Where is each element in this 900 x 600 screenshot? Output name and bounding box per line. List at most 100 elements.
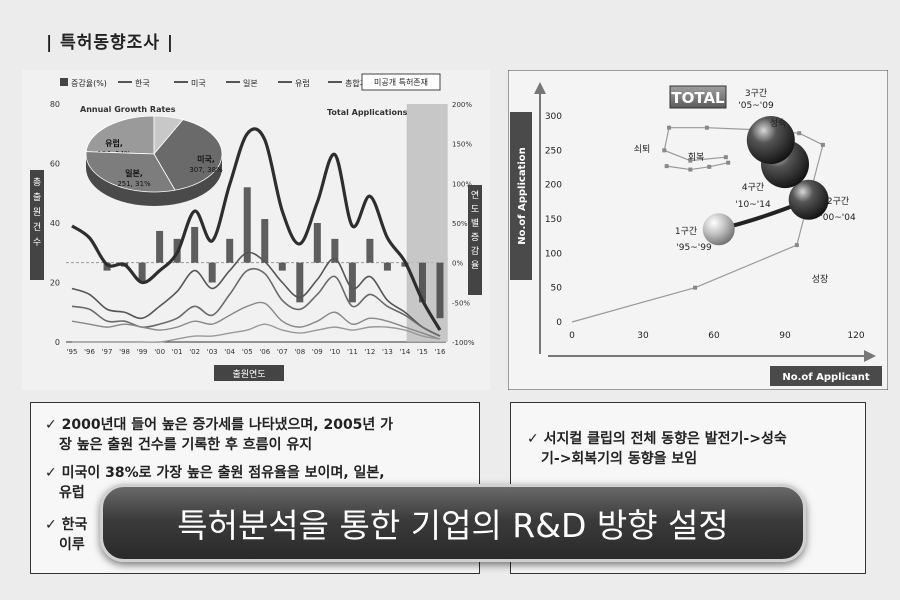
y-axis-arrowhead [534,82,546,94]
y-tick-label: 300 [545,112,562,122]
growth-bar [261,219,269,263]
series-line-2 [71,251,441,337]
x-axis-label: 출원연도 [232,369,265,380]
y-tick-label: 0 [556,318,562,328]
stage-label: 쇠퇴 [634,144,651,155]
y-tick-label: 200 [545,181,562,191]
growth-bar [296,262,304,303]
x-tick-label: '00 [154,348,165,356]
legend-label: 한국 [135,79,150,88]
section-header: | 특허동향조사 | [46,33,175,53]
lifecycle-point [723,155,728,160]
growth-bar [191,226,199,263]
stage-label: 3구간 [745,88,767,99]
left-bullet-2b: 유럽 [59,485,85,501]
left-tick-label: 80 [50,100,60,109]
pie-title: Annual Growth Rates [80,105,176,114]
stage-label: '05~'09 [738,101,774,111]
x-tick-label: '07 [277,348,288,356]
x-axis-label: No.of Applicant [782,372,869,383]
pie-slice [85,151,176,193]
x-axis-label-box [770,366,882,386]
title-banner: 특허분석을 통한 기업의 R&D 방향 설정 [100,484,806,562]
bubble-1 [702,213,735,246]
growth-bar [208,262,216,283]
left-bullet-2a: ✓ 미국이 38%로 가장 높은 출원 점유율을 보이며, 일본, [45,465,385,481]
y-tick-label: 50 [551,284,563,294]
bubble-2 [788,179,829,220]
x-tick-label: '16 [435,348,446,356]
growth-bar [331,238,339,263]
x-tick-label: '04 [224,348,235,356]
lifecycle-point [797,131,802,136]
growth-bar [226,238,234,263]
x-tick-label: '05 [242,348,253,356]
x-tick-label: '11 [347,348,358,356]
left-axis-label-box [30,170,44,280]
x-tick-label: '96 [84,348,95,356]
lifecycle-point [667,125,672,130]
growth-bar [103,262,111,271]
annual-applications-chart: 증감율(%) 한국 미국 일본 유럽 총합계 미공개 특허존재 0 20 40 60 80 -100%… [22,70,490,390]
x-tick-label: '12 [364,348,375,356]
legend-swatch-bar [60,78,68,86]
growth-bar [436,262,444,319]
right-tick-label: 50% [452,220,468,228]
x-tick-label: '10 [329,348,340,356]
series-line-4 [71,301,441,340]
x-tick-label: '15 [417,348,428,356]
series-line-5 [72,323,441,343]
x-tick-label: '01 [172,348,183,356]
pie-slice-label: 미국, [197,154,215,164]
unpublished-badge [361,73,441,91]
right-tick-label: 0% [452,260,463,268]
stage-label: 1구간 [675,226,697,237]
legend-label: 총합계 [345,78,367,88]
bubble-4 [746,116,795,165]
stage-label: 성장 [812,274,829,285]
y-tick-label: 250 [545,146,562,156]
x-tick-label: 120 [847,331,864,341]
decline-point [726,160,731,165]
right-tick-label: 200% [452,101,472,109]
x-tick-label: '13 [382,348,393,356]
right-tick-label: -100% [452,339,475,347]
lifecycle-point [794,243,799,248]
x-tick-label: '08 [294,348,305,356]
decline-path [666,162,729,171]
lifecycle-point [688,158,693,163]
series-line-3 [71,267,441,337]
x-tick-label: 30 [637,331,649,341]
x-tick-label: '97 [102,348,113,356]
right-axis-label-box [468,185,482,295]
growth-bar [243,187,251,263]
x-tick-label: '03 [207,348,218,356]
line-chart-title: Total Applications [327,108,408,117]
x-tick-label: '02 [189,348,200,356]
y-axis-label: No.of Application [517,147,528,245]
right-tick-label: 100% [452,180,472,188]
right-tick-label: 150% [452,141,472,149]
right-bullet-1b: 기->회복기의 동향을 보임 [541,451,698,467]
stage-label: 회복 [688,152,705,163]
x-tick-label: '14 [400,348,411,356]
growth-bar [348,262,356,303]
y-tick-label: 100 [545,249,562,259]
x-axis-arrowhead [864,350,876,362]
y-axis-label-box [510,112,532,280]
growth-bar [138,262,146,283]
left-bullet-3b: 이루 [59,537,85,553]
x-tick-label: '99 [137,348,148,356]
growth-bar [366,238,374,263]
legend-label: 증감율(%) [71,78,107,88]
pie-slice-label: 유럽, [105,138,123,148]
lifecycle-point [693,285,698,290]
legend-label: 유럽 [295,79,310,88]
stage-label: '95~'99 [676,243,712,253]
lifecycle-point [820,142,825,147]
left-tick-label: 0 [55,338,60,347]
series-line-1 [71,127,442,331]
decline-point [707,164,712,169]
left-tick-label: 40 [50,219,60,228]
